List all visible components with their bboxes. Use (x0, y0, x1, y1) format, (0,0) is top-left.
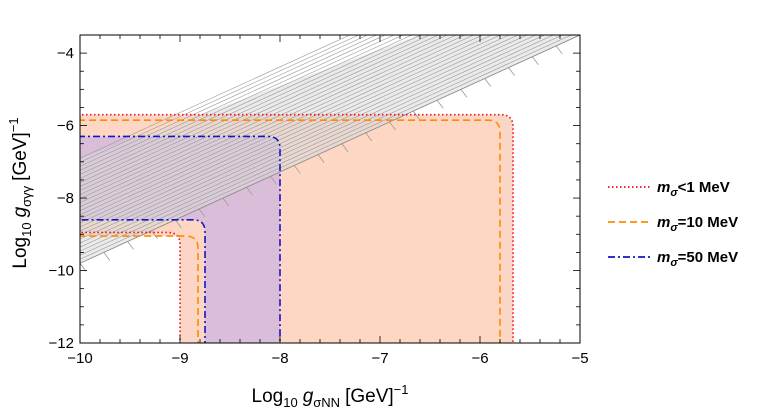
boundary-curve-3 (80, 135, 281, 343)
hatch-line (80, 35, 502, 228)
hatch-line (80, 35, 555, 252)
hatch-line (80, 35, 351, 159)
hatch-tick (484, 78, 492, 87)
hatch-line (80, 35, 475, 216)
y-tick-label: −8 (57, 190, 74, 207)
hatch-line (80, 35, 440, 199)
hatch-tick (151, 230, 158, 239)
hatch-line (80, 35, 510, 232)
hatch-tick (579, 35, 580, 36)
legend: mσ<1 MeV mσ=10 MeV mσ=50 MeV (608, 179, 738, 269)
plot-frame (79, 34, 581, 344)
hatch-tick (127, 241, 134, 250)
hatch-line (80, 35, 386, 175)
y-tick-label: −10 (49, 263, 74, 280)
hatch-line (80, 35, 519, 236)
hatch-line (80, 35, 378, 171)
hatch-line (80, 35, 431, 195)
hatch-tick (460, 89, 468, 98)
hatch-tick (389, 121, 396, 131)
x-tick-label: −7 (371, 350, 388, 367)
hatch-tick (80, 263, 87, 272)
axis-ticks: −10 −9 −8 −7 −6 −5−12−10−8−6−4 (49, 34, 589, 367)
hatched-band-lower-edge (80, 35, 580, 264)
legend-label-2: mσ=10 MeV (657, 214, 738, 234)
plot-area (80, 35, 580, 343)
legend-label-1: mσ<1 MeV (657, 179, 730, 199)
hatch-tick (103, 252, 111, 261)
hatch-line (80, 35, 448, 203)
legend-label-3: mσ=50 MeV (657, 249, 738, 269)
hatched-band (80, 35, 580, 272)
hatch-tick (436, 99, 444, 109)
hatch-tick (293, 165, 301, 174)
hatch-line (80, 35, 466, 212)
hatch-tick (413, 110, 420, 120)
hatch-tick (198, 208, 206, 218)
x-tick-label: −8 (271, 350, 288, 367)
boundary-curve-1 (80, 113, 514, 343)
hatch-line (80, 35, 537, 244)
hatch-line (80, 35, 369, 167)
x-tick-label: −6 (471, 350, 488, 367)
hatch-line (80, 35, 457, 207)
hatch-line (80, 35, 572, 260)
hatch-line (80, 35, 395, 179)
hatch-line (80, 35, 413, 187)
hatch-tick (532, 56, 539, 65)
hatch-tick (246, 186, 253, 196)
hatch-tick (365, 132, 373, 142)
hatch-tick (555, 45, 563, 55)
hatch-line (80, 35, 360, 163)
hatch-line (80, 35, 546, 248)
hatch-line (80, 35, 484, 220)
hatch-line (80, 35, 404, 183)
boundary-curve-2 (80, 119, 501, 343)
x-tick-label: −5 (571, 350, 588, 367)
hatch-tick (222, 197, 230, 207)
hatch-tick (317, 154, 325, 163)
hatch-line (80, 35, 493, 224)
hatch-tick (508, 67, 515, 76)
hatch-line (80, 35, 528, 240)
y-axis-label: Log10gσγγ[GeV]−1 (6, 117, 34, 268)
hatch-tick (341, 143, 349, 152)
y-tick-label: −12 (49, 335, 74, 352)
hatch-tick (270, 176, 277, 185)
x-axis-label: Log10 gσNN [GeV]−1 (252, 382, 409, 410)
hatch-line (80, 35, 564, 256)
x-tick-label: −9 (171, 350, 188, 367)
hatch-tick (174, 219, 182, 229)
x-tick-label: −10 (67, 350, 92, 367)
y-tick-label: −6 (57, 118, 74, 135)
hatch-line (80, 35, 422, 191)
y-tick-label: −4 (57, 45, 74, 62)
